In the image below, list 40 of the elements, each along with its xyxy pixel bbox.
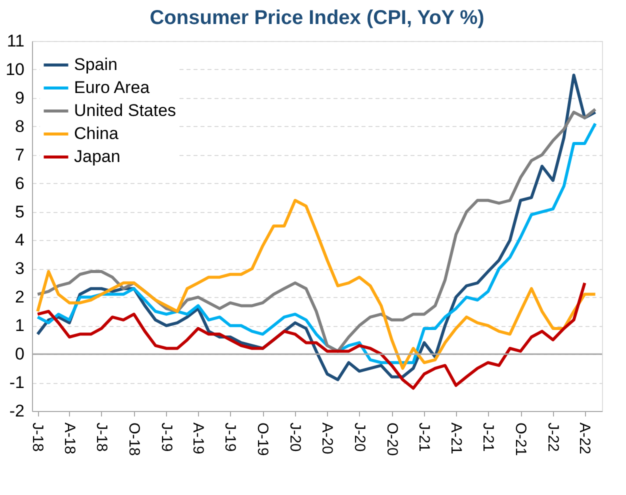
x-tick-label: A-22	[576, 422, 594, 454]
y-tick-label: 2	[15, 288, 24, 307]
x-tick-label: O-19	[254, 422, 272, 456]
legend-label: Spain	[74, 55, 118, 74]
x-tick-label: A-21	[447, 422, 464, 454]
x-tick-label: J-20	[350, 422, 368, 452]
x-tick-label: A-19	[190, 422, 207, 454]
x-tick-label: J-20	[286, 422, 304, 452]
legend-label: United States	[74, 101, 176, 120]
legend-label: China	[74, 124, 119, 143]
x-tick-label: J-18	[29, 422, 46, 452]
y-tick-label: 3	[15, 259, 24, 278]
y-tick-label: 8	[15, 116, 24, 136]
y-tick-label: 7	[15, 145, 24, 164]
x-tick-label: J-19	[158, 422, 175, 452]
x-tick-label: J-21	[480, 422, 497, 452]
x-tick-label: A-18	[60, 422, 78, 454]
legend-label: Japan	[74, 147, 120, 166]
y-tick-label: 1	[15, 316, 24, 336]
y-tick-label: 11	[6, 32, 24, 50]
x-tick-label: O-21	[512, 422, 530, 456]
legend-label: Euro Area	[74, 78, 150, 97]
x-tick-label: J-21	[416, 422, 433, 452]
y-tick-label: 6	[15, 174, 24, 193]
x-tick-label: J-18	[92, 422, 110, 452]
chart-title: Consumer Price Index (CPI, YoY %)	[150, 7, 484, 29]
y-tick-label: 0	[15, 344, 24, 364]
y-tick-label: -1	[9, 373, 24, 392]
x-tick-label: A-20	[318, 422, 336, 454]
x-tick-label: J-19	[222, 422, 239, 452]
x-tick-label: O-20	[383, 422, 400, 456]
line-series	[36, 281, 586, 390]
y-tick-label: 4	[15, 230, 24, 250]
y-tick-label: 10	[6, 60, 24, 79]
y-tick-label: 5	[15, 202, 24, 222]
x-tick-label: J-22	[544, 422, 562, 452]
y-tick-label: -2	[9, 402, 24, 420]
y-tick-label: 9	[15, 88, 24, 108]
line-series	[36, 198, 597, 370]
x-tick-label: O-18	[125, 422, 142, 456]
